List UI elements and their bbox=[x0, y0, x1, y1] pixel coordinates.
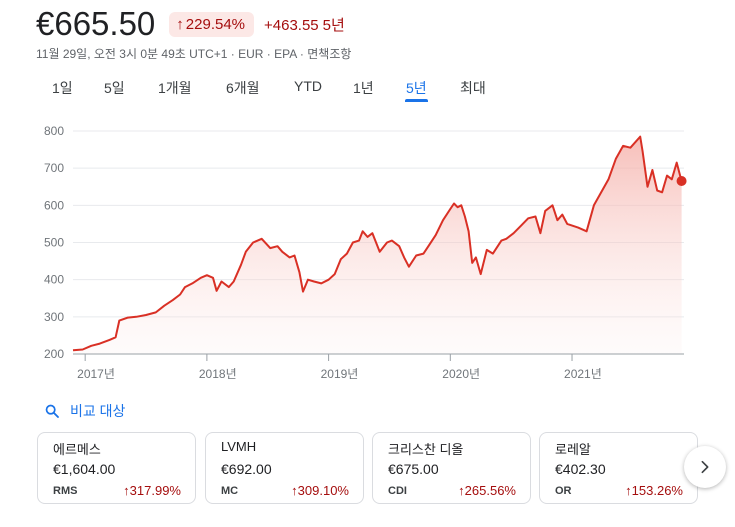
tab-max[interactable]: 최대 bbox=[460, 80, 486, 96]
search-icon bbox=[45, 404, 59, 418]
card-price: €675.00 bbox=[388, 461, 439, 477]
card-change-value: 317.99% bbox=[129, 483, 181, 498]
tab-6m[interactable]: 6개월 bbox=[226, 80, 260, 96]
card-change-value: 309.10% bbox=[297, 483, 349, 498]
y-tick-label: 800 bbox=[44, 124, 64, 138]
percent-change-value: 229.54% bbox=[185, 15, 246, 33]
compare-label: 비교 대상 bbox=[70, 403, 126, 419]
compare-link[interactable]: 비교 대상 bbox=[44, 401, 125, 421]
x-tick-label: 2020년 bbox=[442, 367, 480, 381]
arrow-up-icon: ↑ bbox=[123, 483, 130, 498]
tab-1y[interactable]: 1년 bbox=[353, 80, 374, 96]
card-price: €402.30 bbox=[555, 461, 606, 477]
tab-ytd[interactable]: YTD bbox=[294, 78, 322, 94]
absolute-change: +463.55 5년 bbox=[264, 14, 345, 35]
card-price: €1,604.00 bbox=[53, 461, 116, 477]
card-change: ↑317.99% bbox=[123, 483, 181, 498]
absolute-change-value: +463.55 bbox=[264, 16, 319, 34]
card-price: €692.00 bbox=[221, 461, 272, 477]
y-tick-label: 200 bbox=[44, 347, 64, 361]
compare-card-hermes[interactable]: 에르메스 €1,604.00 RMS ↑317.99% bbox=[37, 432, 196, 504]
card-ticker: RMS bbox=[53, 485, 78, 497]
compare-card-lvmh[interactable]: LVMH €692.00 MC ↑309.10% bbox=[205, 432, 364, 504]
y-tick-label: 300 bbox=[44, 310, 64, 324]
percent-change-badge: ↑ 229.54% bbox=[169, 11, 255, 37]
tab-5y[interactable]: 5년 bbox=[405, 80, 428, 102]
card-change: ↑265.56% bbox=[458, 483, 516, 498]
arrow-up-icon: ↑ bbox=[176, 15, 184, 33]
card-ticker: OR bbox=[555, 485, 572, 497]
price-header: €665.50 ↑ 229.54% +463.55 5년 bbox=[36, 5, 345, 42]
x-tick-label: 2021년 bbox=[564, 367, 602, 381]
card-name: 로레알 bbox=[555, 442, 591, 457]
x-tick-label: 2017년 bbox=[77, 367, 115, 381]
tab-5d[interactable]: 5일 bbox=[104, 80, 125, 96]
quote-meta: 11월 29일, 오전 3시 0분 49초 UTC+1 · EUR · EPA … bbox=[36, 47, 352, 61]
y-tick-label: 500 bbox=[44, 236, 64, 250]
arrow-up-icon: ↑ bbox=[291, 483, 298, 498]
card-change-value: 265.56% bbox=[464, 483, 516, 498]
card-change: ↑153.26% bbox=[625, 483, 683, 498]
y-tick-label: 400 bbox=[44, 273, 64, 287]
price-area bbox=[73, 136, 682, 354]
current-price-marker bbox=[676, 175, 687, 186]
compare-card-dior[interactable]: 크리스찬 디올 €675.00 CDI ↑265.56% bbox=[372, 432, 531, 504]
x-tick-label: 2018년 bbox=[199, 367, 237, 381]
card-ticker: CDI bbox=[388, 485, 407, 497]
card-ticker: MC bbox=[221, 485, 239, 497]
price-chart[interactable]: 200 300 400 500 600 700 800 2017년 2018년 2019년 2020… bbox=[0, 112, 735, 388]
card-change: ↑309.10% bbox=[291, 483, 349, 498]
card-name: LVMH bbox=[221, 439, 257, 454]
card-change-value: 153.26% bbox=[631, 483, 683, 498]
price-line bbox=[72, 135, 683, 352]
next-cards-button[interactable] bbox=[684, 446, 726, 488]
arrow-up-icon: ↑ bbox=[458, 483, 465, 498]
current-price: €665.50 bbox=[36, 5, 156, 42]
arrow-up-icon: ↑ bbox=[625, 483, 632, 498]
x-tick-label: 2019년 bbox=[321, 367, 359, 381]
card-name: 에르메스 bbox=[53, 442, 101, 457]
compare-card-loreal[interactable]: 로레알 €402.30 OR ↑153.26% bbox=[539, 432, 698, 504]
period-label: 5년 bbox=[322, 16, 345, 34]
y-tick-label: 600 bbox=[44, 198, 64, 212]
tab-1d[interactable]: 1일 bbox=[52, 80, 73, 96]
y-tick-label: 700 bbox=[44, 161, 64, 175]
tab-1m[interactable]: 1개월 bbox=[158, 80, 192, 96]
card-name: 크리스찬 디올 bbox=[388, 442, 464, 457]
chevron-right-icon bbox=[701, 460, 709, 474]
